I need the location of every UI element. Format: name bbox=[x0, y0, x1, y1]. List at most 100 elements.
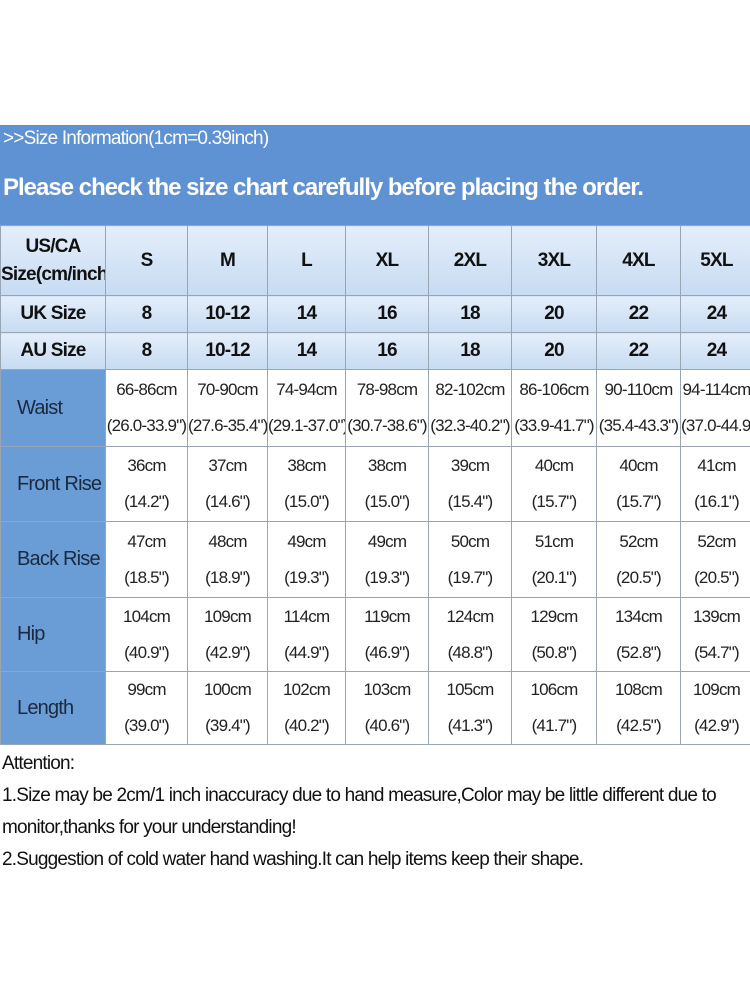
measure-cell: 124cm (48.8") bbox=[428, 597, 512, 672]
measure-cell: 70-90cm (27.6-35.4") bbox=[187, 369, 268, 447]
inch-value: (16.1") bbox=[694, 492, 740, 511]
cm-value: 39cm bbox=[450, 456, 490, 475]
row-label: UK Size bbox=[0, 295, 106, 333]
corner-cell: US/CA Size(cm/inch) bbox=[0, 225, 106, 296]
measure-cell: 74-94cm (29.1-37.0") bbox=[267, 369, 346, 447]
size-cell: 8 bbox=[105, 332, 188, 370]
size-header: L bbox=[267, 225, 346, 296]
inch-value: (26.0-33.9") bbox=[106, 416, 187, 435]
size-header: 2XL bbox=[428, 225, 512, 296]
inch-value: (20.5") bbox=[694, 567, 740, 587]
inch-value: (14.2") bbox=[124, 492, 170, 511]
inch-value: (42.5") bbox=[616, 716, 662, 735]
cm-value: 40cm bbox=[619, 456, 658, 475]
inch-value: (44.9") bbox=[284, 642, 330, 662]
measure-cell: 114cm (44.9") bbox=[267, 597, 346, 672]
notes: Attention: 1.Size may be 2cm/1 inch inac… bbox=[2, 748, 750, 876]
inch-value: (39.4") bbox=[205, 716, 251, 735]
inch-value: (30.7-38.6") bbox=[347, 416, 427, 435]
cm-value: 90-110cm bbox=[604, 380, 674, 399]
inch-value: (40.6") bbox=[364, 716, 411, 735]
measure-cell: 100cm (39.4") bbox=[187, 671, 268, 745]
cm-value: 74-94cm bbox=[276, 380, 337, 399]
measure-cell: 48cm (18.9") bbox=[187, 521, 268, 598]
inch-value: (41.7") bbox=[531, 716, 578, 735]
measure-cell: 50cm (19.7") bbox=[428, 521, 512, 598]
measure-cell: 41cm (16.1") bbox=[680, 446, 750, 522]
measure-cell: 66-86cm (26.0-33.9") bbox=[105, 369, 188, 447]
measure-cell: 78-98cm (30.7-38.6") bbox=[345, 369, 429, 447]
size-cell: 20 bbox=[511, 332, 597, 370]
inch-value: (15.7") bbox=[531, 492, 578, 511]
measure-cell: 40cm (15.7") bbox=[511, 446, 597, 522]
inch-value: (52.8") bbox=[616, 642, 662, 662]
inch-value: (50.8") bbox=[531, 642, 578, 662]
notes-title: Attention: bbox=[2, 753, 75, 774]
inch-value: (46.9") bbox=[364, 642, 411, 662]
measure-cell: 38cm (15.0") bbox=[345, 446, 429, 522]
cm-value: 51cm bbox=[534, 531, 574, 551]
inch-value: (32.3-40.2") bbox=[430, 416, 510, 435]
measure-cell: 52cm (20.5") bbox=[596, 521, 681, 598]
size-header: 5XL bbox=[680, 225, 750, 296]
inch-value: (29.1-37.0") bbox=[268, 416, 346, 435]
size-cell: 8 bbox=[105, 295, 188, 333]
inch-value: (27.6-35.4") bbox=[188, 416, 268, 435]
cm-value: 52cm bbox=[697, 531, 736, 551]
cm-value: 40cm bbox=[534, 456, 574, 475]
size-row: UK Size 8 10-12 14 16 18 20 22 24 bbox=[0, 295, 750, 333]
measure-cell: 90-110cm (35.4-43.3") bbox=[596, 369, 681, 447]
measure-cell: 104cm (40.9") bbox=[105, 597, 188, 672]
size-cell: 16 bbox=[345, 295, 429, 333]
inch-value: (48.8") bbox=[447, 642, 494, 662]
cm-value: 41cm bbox=[697, 456, 736, 475]
inch-value: (15.0") bbox=[364, 492, 411, 511]
inch-value: (35.4-43.3") bbox=[598, 416, 679, 435]
measure-cell: 37cm (14.6") bbox=[187, 446, 268, 522]
measure-cell: 52cm (20.5") bbox=[680, 521, 750, 598]
cm-value: 38cm bbox=[287, 456, 326, 475]
measure-row: Front Rise 36cm (14.2") 37cm (14.6") 38cm (15.… bbox=[0, 446, 750, 522]
cm-value: 102cm bbox=[282, 680, 331, 699]
size-row: AU Size 8 10-12 14 16 18 20 22 24 bbox=[0, 332, 750, 370]
inch-value: (39.0") bbox=[124, 716, 170, 735]
size-cell: 24 bbox=[680, 332, 750, 370]
cm-value: 100cm bbox=[203, 680, 252, 699]
measure-cell: 40cm (15.7") bbox=[596, 446, 681, 522]
measure-cell: 108cm (42.5") bbox=[596, 671, 681, 745]
inch-value: (15.7") bbox=[616, 492, 662, 511]
header-row: US/CA Size(cm/inch) S M L XL 2XL 3XL 4XL 5XL bbox=[0, 225, 750, 296]
measure-cell: 39cm (15.4") bbox=[428, 446, 512, 522]
measure-cell: 109cm (42.9") bbox=[187, 597, 268, 672]
measure-cell: 49cm (19.3") bbox=[267, 521, 346, 598]
cm-value: 48cm bbox=[208, 531, 247, 551]
measure-cell: 105cm (41.3") bbox=[428, 671, 512, 745]
inch-value: (20.5") bbox=[616, 567, 662, 587]
cm-value: 106cm bbox=[530, 680, 578, 699]
measure-row: Length 99cm (39.0") 100cm (39.4") 102cm (40.2"… bbox=[0, 671, 750, 745]
inch-value: (19.3") bbox=[284, 567, 330, 587]
cm-value: 52cm bbox=[619, 531, 658, 551]
cm-value: 94-114cm bbox=[682, 380, 750, 399]
measure-cell: 49cm (19.3") bbox=[345, 521, 429, 598]
header-notice: Please check the size chart carefully be… bbox=[3, 174, 644, 201]
size-cell: 22 bbox=[596, 295, 681, 333]
size-header: XL bbox=[345, 225, 429, 296]
measure-cell: 134cm (52.8") bbox=[596, 597, 681, 672]
size-cell: 20 bbox=[511, 295, 597, 333]
inch-value: (19.3") bbox=[364, 567, 411, 587]
size-header: M bbox=[187, 225, 268, 296]
cm-value: 38cm bbox=[367, 456, 407, 475]
size-cell: 14 bbox=[267, 295, 346, 333]
size-cell: 22 bbox=[596, 332, 681, 370]
size-header: S bbox=[105, 225, 188, 296]
measure-cell: 129cm (50.8") bbox=[511, 597, 597, 672]
inch-value: (15.0") bbox=[284, 492, 330, 511]
size-table: US/CA Size(cm/inch) S M L XL 2XL 3XL 4XL 5XL UK S… bbox=[0, 225, 750, 745]
note-item: 2.Suggestion of cold water hand washing.… bbox=[2, 849, 584, 870]
cm-value: 105cm bbox=[446, 680, 494, 699]
cm-value: 49cm bbox=[287, 531, 326, 551]
size-cell: 10-12 bbox=[187, 332, 268, 370]
row-label: Length bbox=[0, 671, 106, 745]
